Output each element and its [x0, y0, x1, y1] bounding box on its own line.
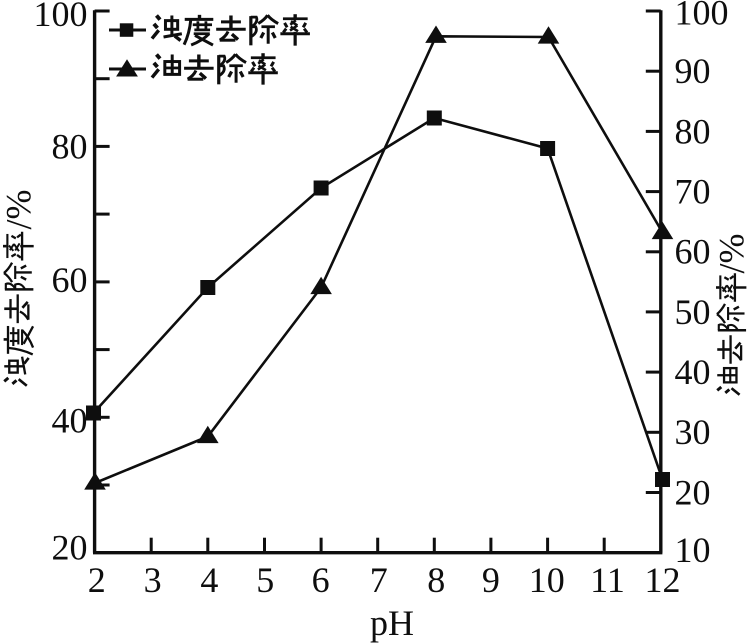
svg-text:10: 10	[529, 560, 565, 600]
svg-text:80: 80	[52, 126, 88, 166]
svg-text:30: 30	[675, 412, 711, 452]
svg-text:50: 50	[675, 292, 711, 332]
svg-text:70: 70	[675, 172, 711, 212]
svg-text:10: 10	[675, 530, 711, 570]
svg-text:20: 20	[52, 527, 88, 567]
svg-text:5: 5	[256, 560, 274, 600]
svg-text:20: 20	[675, 472, 711, 512]
svg-text:12: 12	[645, 560, 681, 600]
svg-text:100: 100	[675, 0, 729, 33]
svg-text:100: 100	[34, 0, 88, 34]
svg-text:7: 7	[370, 560, 388, 600]
svg-text:60: 60	[52, 260, 88, 300]
svg-text:90: 90	[675, 51, 711, 91]
svg-text:/%: /%	[0, 190, 39, 230]
svg-text:60: 60	[675, 232, 711, 272]
svg-text:40: 40	[675, 352, 711, 392]
svg-text:6: 6	[312, 560, 330, 600]
svg-text:9: 9	[482, 560, 500, 600]
svg-text:4: 4	[200, 560, 218, 600]
svg-text:8: 8	[427, 560, 445, 600]
svg-text:pH: pH	[370, 603, 414, 643]
svg-text:2: 2	[88, 560, 106, 600]
svg-text:40: 40	[52, 400, 88, 440]
svg-text:80: 80	[675, 111, 711, 151]
svg-text:/%: /%	[711, 234, 749, 274]
svg-text:3: 3	[144, 560, 162, 600]
svg-text:11: 11	[590, 560, 625, 600]
